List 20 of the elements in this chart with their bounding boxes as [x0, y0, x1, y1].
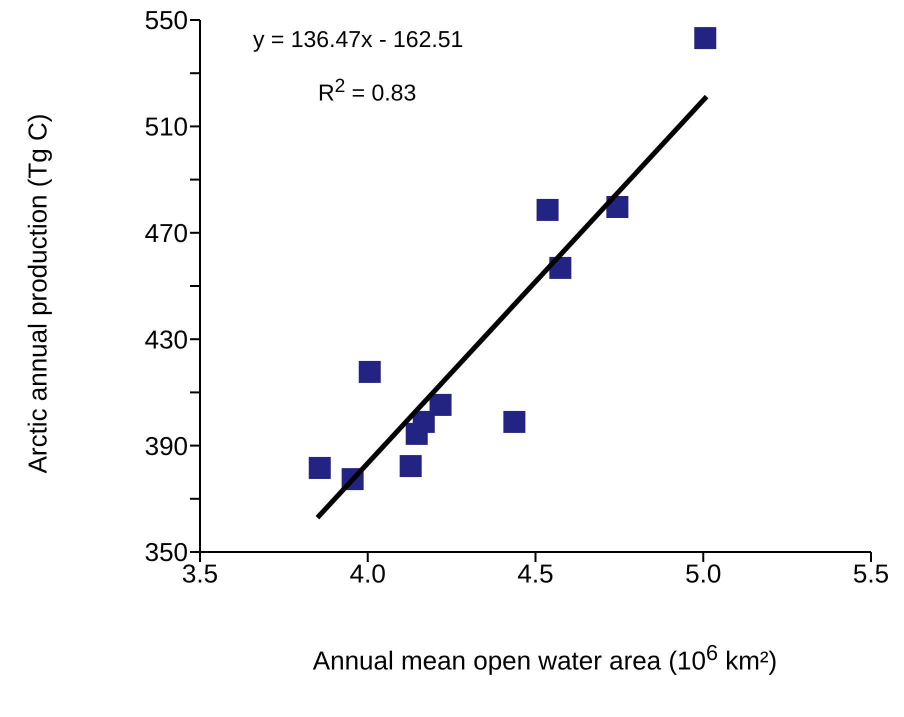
x-tick-label: 5.5 — [852, 558, 890, 588]
annotation: R$^{2}$ = 0.83 — [318, 76, 416, 107]
point — [430, 394, 452, 416]
x-tick-label: 4.0 — [350, 558, 386, 588]
y-tick-label: 470 — [144, 218, 188, 248]
point — [358, 360, 381, 383]
point — [400, 455, 422, 478]
y-axis-title: Arctic annual production (Tg C) — [22, 112, 54, 476]
point — [694, 27, 716, 50]
y-tick-label: 390 — [144, 430, 188, 461]
y-tick-label: 550 — [144, 5, 188, 36]
x-tick-label: 4.5 — [517, 558, 554, 588]
y-tick-label: 510 — [144, 112, 188, 142]
point — [503, 410, 526, 433]
y-tick-label: 430 — [144, 324, 188, 354]
x-tick-label: 5.0 — [685, 558, 722, 588]
point — [308, 456, 331, 479]
point — [536, 198, 559, 221]
x-axis-title: Annual mean open water area (10$^{6}$ km²) — [312, 640, 778, 677]
annotation: y = 136.47x - 162.51 — [253, 26, 464, 53]
